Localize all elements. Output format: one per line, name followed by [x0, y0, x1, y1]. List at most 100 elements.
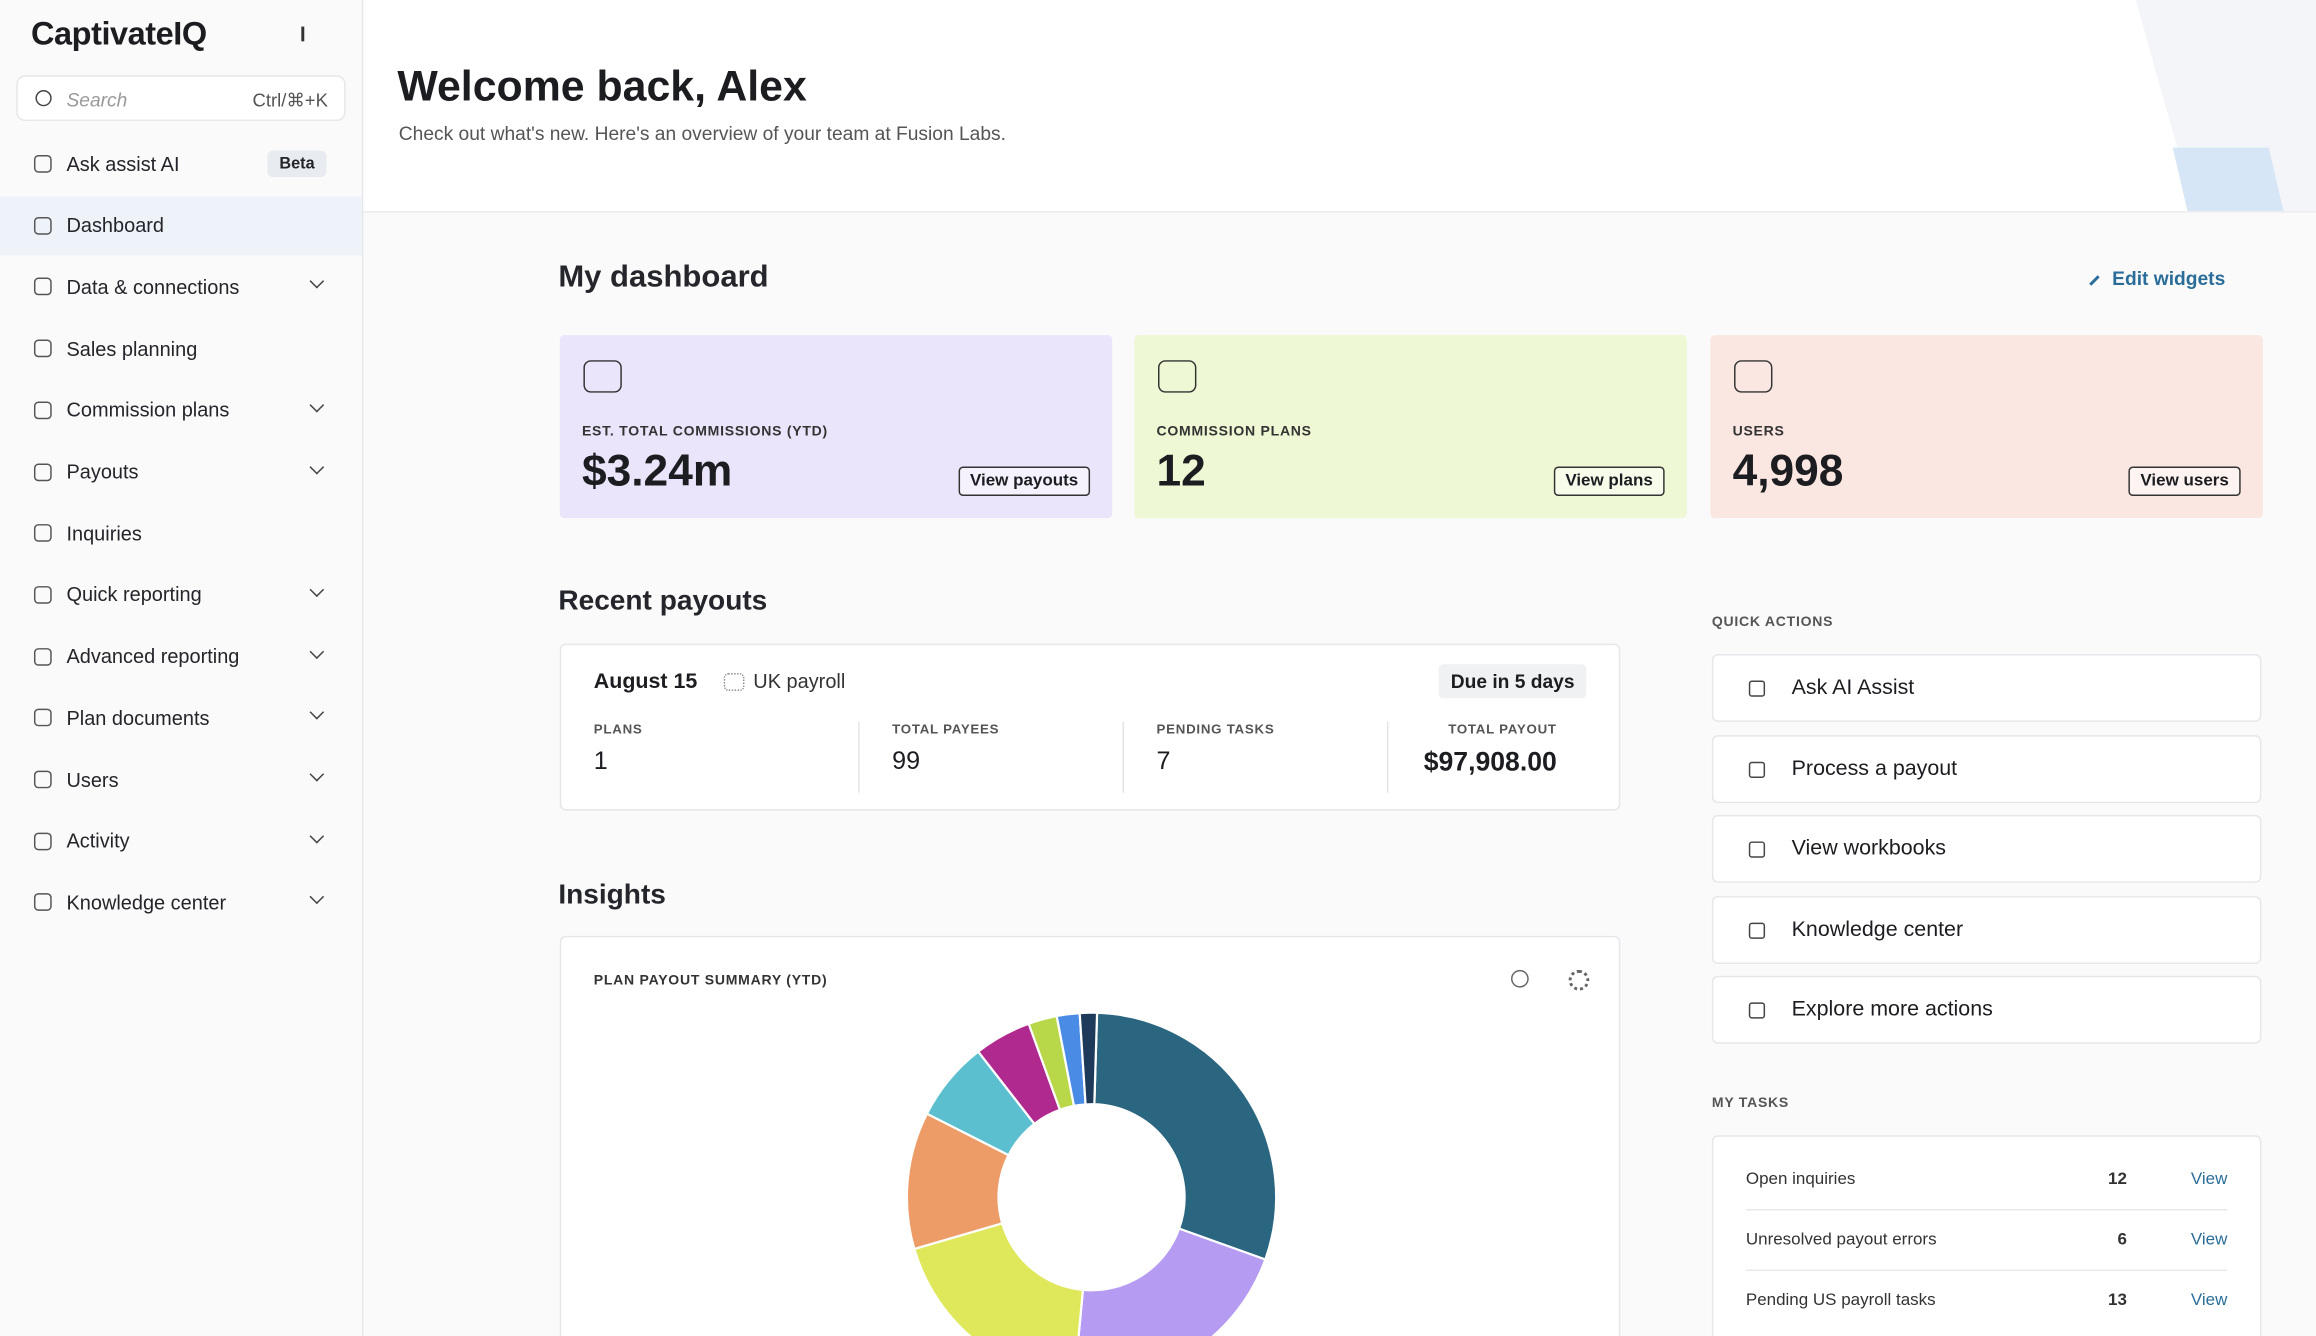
- stat-label: PENDING TASKS: [1156, 721, 1275, 737]
- donut-segment[interactable]: [1074, 1227, 1267, 1336]
- task-link[interactable]: View: [2190, 1231, 2228, 1249]
- nav-icon: [33, 155, 52, 173]
- nav-item[interactable]: Plan documents: [0, 688, 362, 747]
- nav-icon: [33, 709, 52, 727]
- action-icon: [1748, 921, 1766, 939]
- nav-item[interactable]: Commission plans: [0, 381, 362, 440]
- quick-action[interactable]: Ask AI Assist: [1711, 653, 2262, 722]
- action-label: Ask AI Assist: [1791, 676, 1915, 700]
- insights-panel: PLAN PAYOUT SUMMARY (YTD): [559, 935, 1621, 1336]
- quick-action[interactable]: Process a payout: [1711, 734, 2262, 803]
- settings-icon[interactable]: [1568, 969, 1590, 991]
- donut-segment[interactable]: [1093, 1011, 1278, 1261]
- nav-item[interactable]: Payouts: [0, 442, 362, 501]
- help-icon[interactable]: [1511, 969, 1529, 988]
- task-link[interactable]: View: [2190, 1170, 2228, 1189]
- payout-stat: PENDING TASKS 7: [1122, 721, 1361, 793]
- action-icon: [1748, 761, 1766, 778]
- section-title: Recent payouts: [558, 586, 768, 618]
- nav-item[interactable]: Knowledge center: [0, 873, 362, 932]
- collapse-button[interactable]: [301, 26, 319, 42]
- stat-label: TOTAL PAYEES: [892, 721, 1000, 737]
- stat-value: $97,908.00: [1423, 746, 1557, 777]
- nav-icon: [33, 770, 52, 789]
- nav-badge: Beta: [267, 150, 327, 178]
- nav-label: Advanced reporting: [66, 645, 240, 668]
- nav-label: Sales planning: [66, 337, 198, 360]
- nav-icon: [33, 401, 52, 419]
- nav-item[interactable]: Ask assist AI Beta: [0, 134, 362, 193]
- chevron: [309, 828, 325, 844]
- nav-label: Ask assist AI: [66, 152, 180, 175]
- task-count: 13: [2108, 1291, 2127, 1310]
- section-title: My dashboard: [558, 259, 769, 294]
- donut-chart: [905, 1011, 1278, 1336]
- donut-segment[interactable]: [912, 1221, 1085, 1336]
- nav-icon: [33, 832, 52, 850]
- card-button[interactable]: View plans: [1553, 466, 1665, 497]
- nav-item[interactable]: Inquiries: [0, 504, 362, 563]
- card-button[interactable]: View payouts: [958, 466, 1091, 497]
- task-label: Pending US payroll tasks: [1745, 1291, 1936, 1310]
- chevron: [309, 766, 325, 782]
- task-count: 12: [2108, 1170, 2127, 1189]
- stat-value: 1: [593, 746, 608, 776]
- payout-panel: August 15 UK payroll Due in 5 days PLANS…: [559, 643, 1621, 811]
- nav-label: Users: [66, 768, 119, 791]
- nav-item[interactable]: Advanced reporting: [0, 627, 362, 686]
- search-shortcut: Ctrl/⌘+K: [252, 90, 328, 111]
- stat-value: 99: [892, 746, 921, 776]
- stat-label: PLANS: [593, 721, 643, 737]
- search-placeholder: Search: [66, 88, 128, 111]
- stat-card: COMMISSION PLANS 12 View plans: [1134, 335, 1687, 519]
- task-row: Open inquiries 12 View: [1745, 1150, 2228, 1211]
- search-icon: [35, 90, 52, 107]
- sidebar: CaptivateIQ Search Ctrl/⌘+K Ask assist A…: [0, 0, 364, 1336]
- nav-item[interactable]: Dashboard: [0, 195, 362, 255]
- payout-date: August 15: [593, 670, 698, 694]
- card-button[interactable]: View users: [2128, 466, 2241, 497]
- quick-action[interactable]: Explore more actions: [1711, 975, 2262, 1044]
- stat-value: 7: [1156, 746, 1171, 776]
- nav-item[interactable]: Sales planning: [0, 319, 362, 378]
- search-box[interactable]: Search Ctrl/⌘+K: [16, 75, 346, 122]
- quick-action[interactable]: View workbooks: [1711, 814, 2262, 883]
- nav-label: Knowledge center: [66, 891, 227, 914]
- section-title: Insights: [558, 879, 666, 911]
- nav-item[interactable]: Quick reporting: [0, 565, 362, 624]
- section-label: MY TASKS: [1711, 1095, 1790, 1112]
- card-value: $3.24m: [581, 447, 733, 497]
- action-label: View workbooks: [1791, 837, 1947, 861]
- section-label: QUICK ACTIONS: [1711, 614, 1834, 631]
- nav-item[interactable]: Data & connections: [0, 257, 362, 316]
- action-label: Process a payout: [1791, 756, 1958, 781]
- card-icon: [1157, 360, 1197, 393]
- nav-icon: [33, 462, 52, 481]
- donut-segment[interactable]: [1078, 1011, 1099, 1106]
- edit-widgets-link[interactable]: Edit widgets: [2089, 267, 2225, 289]
- nav-item[interactable]: Activity: [0, 811, 362, 870]
- nav-label: Activity: [66, 829, 130, 853]
- payout-stat: TOTAL PAYOUT $97,908.00: [1386, 721, 1557, 793]
- card-label: COMMISSION PLANS: [1156, 423, 1312, 440]
- task-link[interactable]: View: [2190, 1291, 2228, 1310]
- quick-action[interactable]: Knowledge center: [1711, 895, 2262, 964]
- chevron: [309, 705, 325, 721]
- stat-card: EST. TOTAL COMMISSIONS (YTD) $3.24m View p…: [559, 335, 1113, 519]
- stat-card: USERS 4,998 View users: [1710, 335, 2263, 519]
- nav-icon: [33, 893, 52, 912]
- card-label: EST. TOTAL COMMISSIONS (YTD): [581, 423, 828, 440]
- action-icon: [1748, 841, 1766, 858]
- nav-item[interactable]: Users: [0, 750, 362, 809]
- brand: CaptivateIQ: [31, 14, 207, 52]
- card-icon: [1734, 360, 1773, 393]
- task-count: 6: [2117, 1231, 2127, 1249]
- nav-label: Payouts: [66, 460, 139, 483]
- header: Welcome back, Alex Check out what's new.…: [363, 0, 2316, 213]
- task-label: Open inquiries: [1745, 1170, 1856, 1189]
- nav-label: Inquiries: [66, 522, 142, 545]
- card-label: USERS: [1732, 423, 1785, 440]
- tasks-panel: [1711, 1135, 2262, 1336]
- action-label: Knowledge center: [1791, 917, 1964, 942]
